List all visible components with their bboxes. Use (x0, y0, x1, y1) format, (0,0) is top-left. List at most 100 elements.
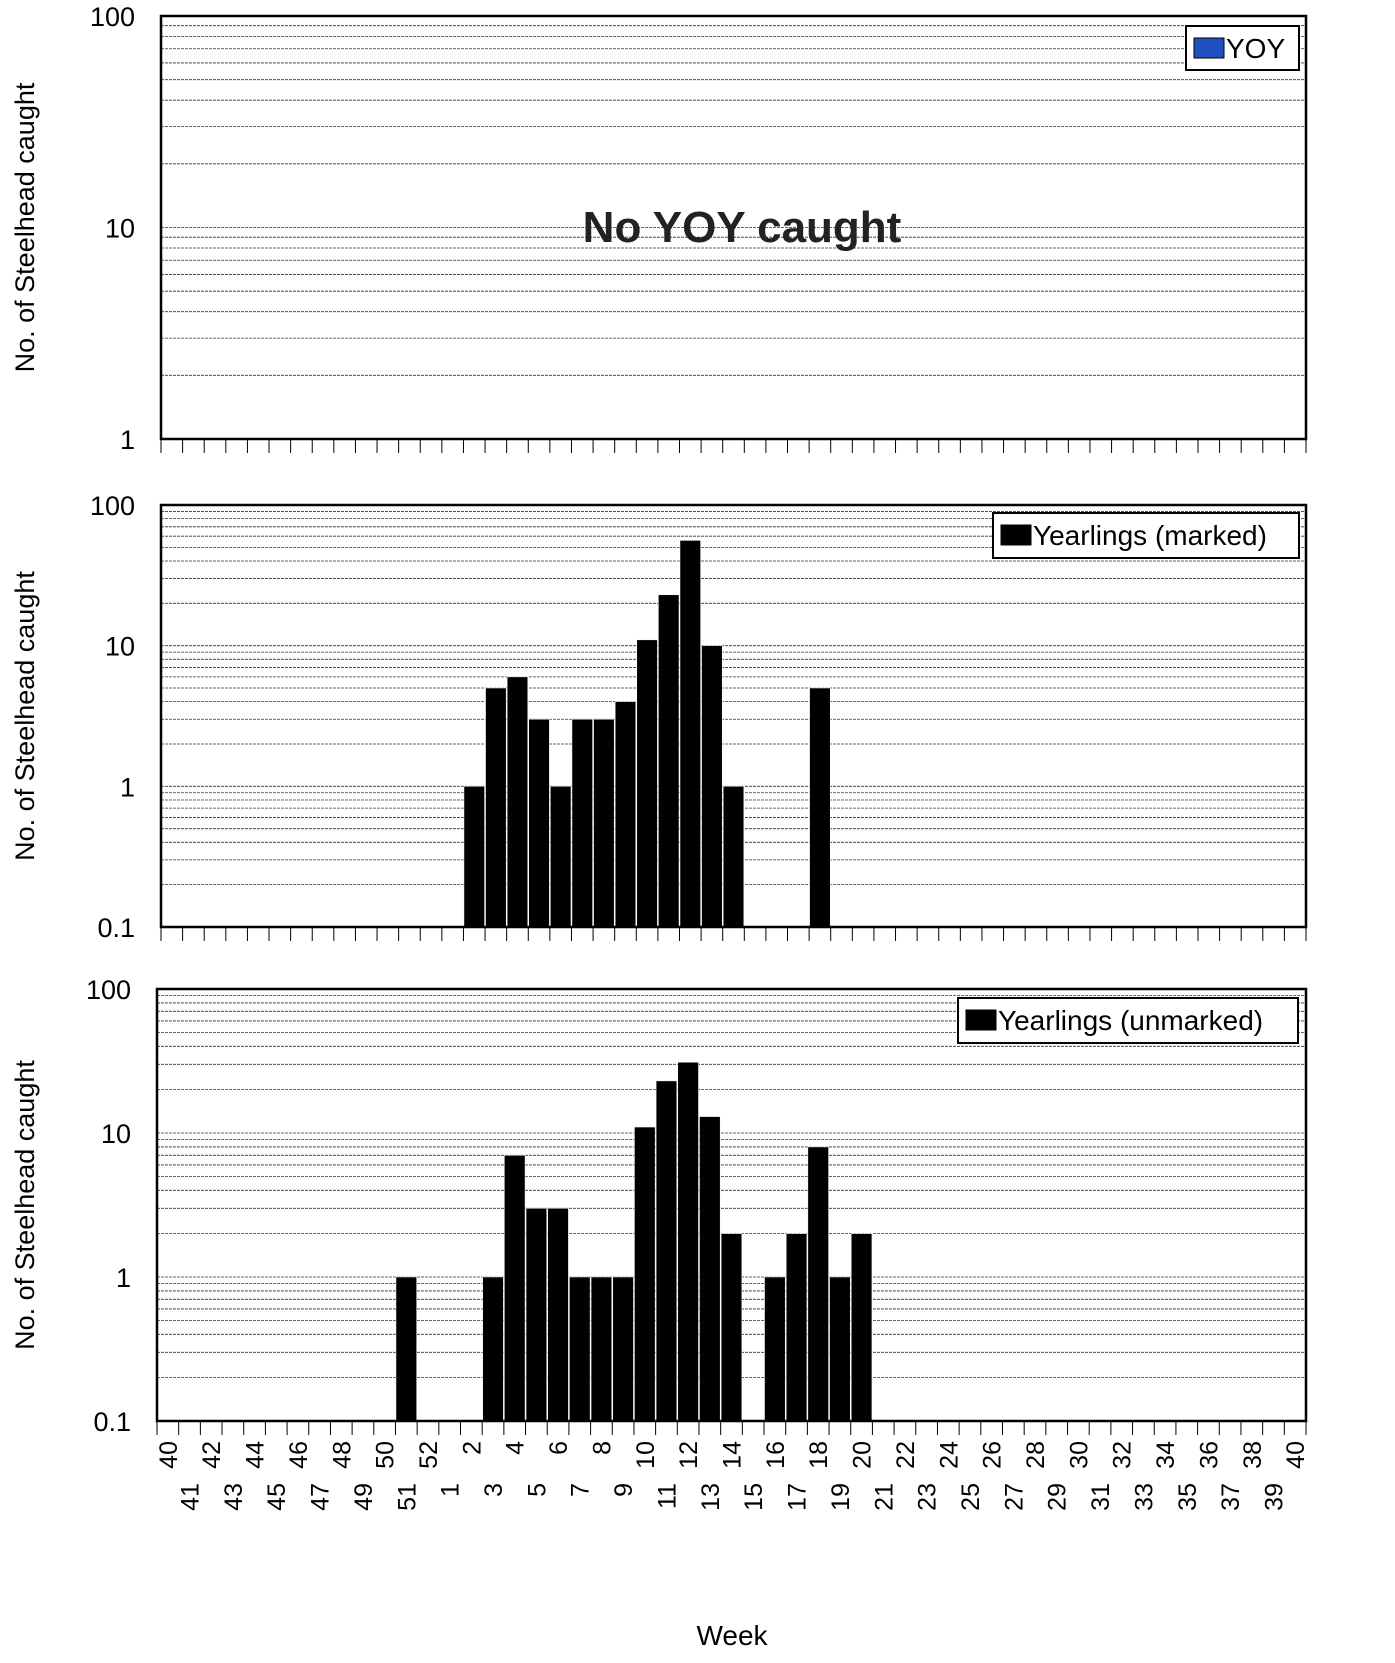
legend-box (957, 997, 1299, 1044)
x-tick-labels: 4041424344454647484950515212345678910111… (155, 1441, 1310, 1511)
bars (395, 1061, 873, 1422)
bar-week-14 (722, 786, 745, 928)
x-tick-label: 49 (350, 1483, 378, 1511)
bar-week-8 (590, 1276, 613, 1422)
x-tick-label: 21 (870, 1483, 898, 1511)
x-ticks (160, 927, 1307, 941)
x-tick-label: 40 (1282, 1441, 1310, 1469)
x-tick-label: 32 (1109, 1441, 1137, 1469)
legend-label: Yearlings (unmarked) (998, 1005, 1263, 1036)
x-tick-label: 47 (307, 1483, 335, 1511)
bar-week-9 (612, 1276, 634, 1422)
x-tick-label: 30 (1065, 1441, 1093, 1469)
plot-frame (155, 987, 1308, 1423)
x-tick-label: 33 (1130, 1483, 1158, 1511)
x-tick-label: 8 (588, 1441, 616, 1455)
bars (463, 540, 831, 928)
legend: Yearlings (marked) (992, 512, 1300, 559)
x-tick-label: 52 (415, 1441, 443, 1469)
legend-label: Yearlings (marked) (1033, 520, 1267, 551)
y-tick-label: 0.1 (97, 913, 135, 943)
x-tick-label: 28 (1022, 1441, 1050, 1469)
gridlines (161, 25, 1306, 376)
bar-week-19 (829, 1276, 851, 1422)
x-tick-label: 12 (675, 1441, 703, 1469)
x-tick-label: 2 (458, 1441, 486, 1455)
x-tick-label: 15 (740, 1483, 768, 1511)
y-tick-label: 100 (90, 2, 135, 32)
x-tick-label: 10 (632, 1441, 660, 1469)
x-tick-label: 7 (567, 1483, 595, 1497)
x-tick-label: 51 (393, 1483, 421, 1511)
x-tick-label: 39 (1260, 1483, 1288, 1511)
bar-week-4 (506, 676, 529, 928)
bar-week-20 (850, 1233, 873, 1422)
x-tick-label: 18 (805, 1441, 833, 1469)
x-tick-label: 35 (1174, 1483, 1202, 1511)
x-tick-label: 1 (437, 1483, 465, 1497)
x-tick-label: 37 (1217, 1483, 1245, 1511)
bar-week-6 (547, 1208, 569, 1422)
y-axis-label: No. of Steelhead caught (10, 571, 40, 861)
y-tick-label: 10 (105, 214, 135, 244)
panel-unmarked: 0.1 1 10 100 No. of Steelhead caught Yearling… (10, 975, 1310, 1651)
x-tick-label: 46 (285, 1441, 313, 1469)
bar-week-17 (785, 1233, 808, 1422)
x-tick-label: 48 (328, 1441, 356, 1469)
panel-marked: 0.1 1 10 100 No. of Steelhead caught Yearling… (10, 491, 1308, 943)
bar-week-6 (550, 786, 572, 928)
bar-week-51 (395, 1276, 417, 1422)
x-tick-label: 24 (935, 1441, 963, 1469)
bar-week-13 (699, 1116, 721, 1422)
bar-week-5 (525, 1208, 547, 1422)
x-tick-label: 27 (1000, 1483, 1028, 1511)
bar-week-10 (634, 1126, 656, 1422)
bar-week-11 (658, 594, 680, 928)
legend-box (992, 512, 1300, 559)
y-tick-label: 0.1 (93, 1407, 131, 1437)
bar-week-4 (504, 1155, 526, 1422)
bar-week-18 (809, 687, 831, 928)
x-tick-label: 34 (1152, 1441, 1180, 1469)
bar-week-12 (677, 1061, 699, 1422)
bar-week-14 (720, 1233, 743, 1422)
x-tick-label: 13 (697, 1483, 725, 1511)
x-tick-label: 14 (719, 1441, 747, 1469)
x-tick-label: 31 (1087, 1483, 1115, 1511)
plot-frame (159, 14, 1308, 441)
bar-week-8 (593, 718, 615, 928)
x-tick-label: 6 (545, 1441, 573, 1455)
x-tick-label: 29 (1044, 1483, 1072, 1511)
plot-frame (159, 503, 1308, 929)
y-tick-label: 10 (101, 1119, 131, 1149)
legend-label: YOY (1226, 33, 1285, 64)
panel-yoy: 1 10 100 No. of Steelhead caught YOY No YOY c… (10, 2, 1308, 455)
legend: YOY (1185, 25, 1300, 71)
x-tick-label: 45 (263, 1483, 291, 1511)
x-tick-label: 41 (177, 1483, 205, 1511)
x-tick-label: 36 (1195, 1441, 1223, 1469)
x-tick-label: 9 (610, 1483, 638, 1497)
x-tick-label: 11 (653, 1483, 681, 1509)
y-tick-label: 100 (86, 975, 131, 1005)
legend-swatch (1193, 37, 1225, 59)
y-axis-label: No. of Steelhead caught (10, 82, 40, 372)
x-tick-label: 40 (155, 1441, 183, 1469)
bar-week-16 (764, 1276, 786, 1422)
y-axis-label: No. of Steelhead caught (10, 1060, 40, 1350)
x-tick-label: 17 (784, 1483, 812, 1511)
x-tick-label: 26 (979, 1441, 1007, 1469)
bar-week-2 (463, 786, 485, 928)
x-tick-label: 44 (242, 1441, 270, 1469)
x-axis-label: Week (696, 1620, 768, 1651)
bar-week-7 (569, 1276, 591, 1422)
x-tick-label: 3 (480, 1483, 508, 1497)
y-tick-label: 1 (116, 1263, 131, 1293)
x-tick-label: 22 (892, 1441, 920, 1469)
y-tick-label: 10 (105, 632, 135, 662)
x-tick-label: 23 (914, 1483, 942, 1511)
x-tick-label: 38 (1239, 1441, 1267, 1469)
bar-week-3 (482, 1276, 504, 1422)
